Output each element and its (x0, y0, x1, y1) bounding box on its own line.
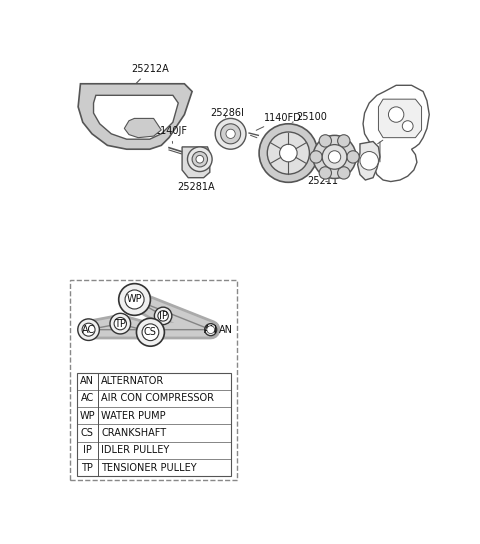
Text: CS: CS (144, 327, 157, 337)
Circle shape (207, 326, 214, 333)
Circle shape (188, 147, 212, 171)
Circle shape (310, 151, 322, 163)
Circle shape (328, 151, 341, 163)
Text: 25100: 25100 (292, 112, 327, 122)
Circle shape (402, 121, 413, 132)
Circle shape (207, 326, 214, 333)
Text: TENSIONER PULLEY: TENSIONER PULLEY (101, 463, 197, 473)
Text: AC: AC (82, 325, 95, 335)
Text: IP: IP (159, 311, 168, 321)
Text: 1140JF: 1140JF (155, 126, 188, 144)
Polygon shape (94, 95, 178, 139)
Circle shape (259, 124, 318, 182)
Text: TP: TP (82, 463, 93, 473)
Circle shape (347, 151, 359, 163)
Circle shape (142, 324, 159, 341)
Text: IP: IP (83, 446, 92, 455)
Circle shape (267, 132, 310, 174)
Circle shape (125, 290, 144, 309)
Text: AIR CON COMPRESSOR: AIR CON COMPRESSOR (101, 393, 214, 404)
Circle shape (196, 156, 204, 163)
Text: WATER PUMP: WATER PUMP (101, 411, 166, 421)
Circle shape (158, 311, 168, 321)
Text: 1140FD: 1140FD (256, 113, 301, 131)
Text: AN: AN (219, 325, 233, 335)
Text: TP: TP (114, 319, 126, 329)
Polygon shape (78, 84, 192, 149)
Circle shape (313, 135, 356, 178)
Circle shape (114, 318, 126, 330)
Circle shape (337, 167, 350, 179)
Polygon shape (124, 119, 161, 138)
Text: AN: AN (204, 325, 218, 335)
Circle shape (215, 119, 246, 149)
Circle shape (110, 313, 131, 334)
Circle shape (82, 323, 95, 336)
Circle shape (322, 145, 347, 169)
Text: WP: WP (80, 411, 95, 421)
Circle shape (360, 152, 378, 170)
Text: 25281A: 25281A (177, 182, 215, 193)
Text: AC: AC (81, 393, 94, 404)
FancyBboxPatch shape (77, 373, 230, 477)
Text: AN: AN (80, 376, 95, 386)
Polygon shape (182, 147, 210, 178)
Text: ALTERNATOR: ALTERNATOR (101, 376, 165, 386)
FancyBboxPatch shape (71, 280, 237, 480)
Text: CRANKSHAFT: CRANKSHAFT (101, 428, 167, 438)
Text: 25286I: 25286I (210, 108, 244, 118)
Polygon shape (378, 99, 421, 138)
Text: WP: WP (127, 294, 143, 305)
Polygon shape (363, 85, 429, 182)
Circle shape (204, 324, 217, 336)
Text: 25124: 25124 (378, 126, 412, 144)
Circle shape (119, 283, 150, 316)
Circle shape (279, 144, 297, 162)
Circle shape (319, 167, 332, 179)
Circle shape (226, 129, 235, 138)
Text: 25211: 25211 (308, 176, 338, 186)
Text: IDLER PULLEY: IDLER PULLEY (101, 446, 169, 455)
Circle shape (192, 152, 207, 167)
Circle shape (155, 307, 172, 325)
Circle shape (337, 135, 350, 147)
Text: 25212A: 25212A (131, 64, 168, 83)
Circle shape (388, 107, 404, 122)
Circle shape (221, 124, 240, 144)
Text: CS: CS (81, 428, 94, 438)
Circle shape (78, 319, 99, 341)
Polygon shape (358, 141, 380, 180)
Circle shape (136, 318, 164, 346)
Circle shape (319, 135, 332, 147)
